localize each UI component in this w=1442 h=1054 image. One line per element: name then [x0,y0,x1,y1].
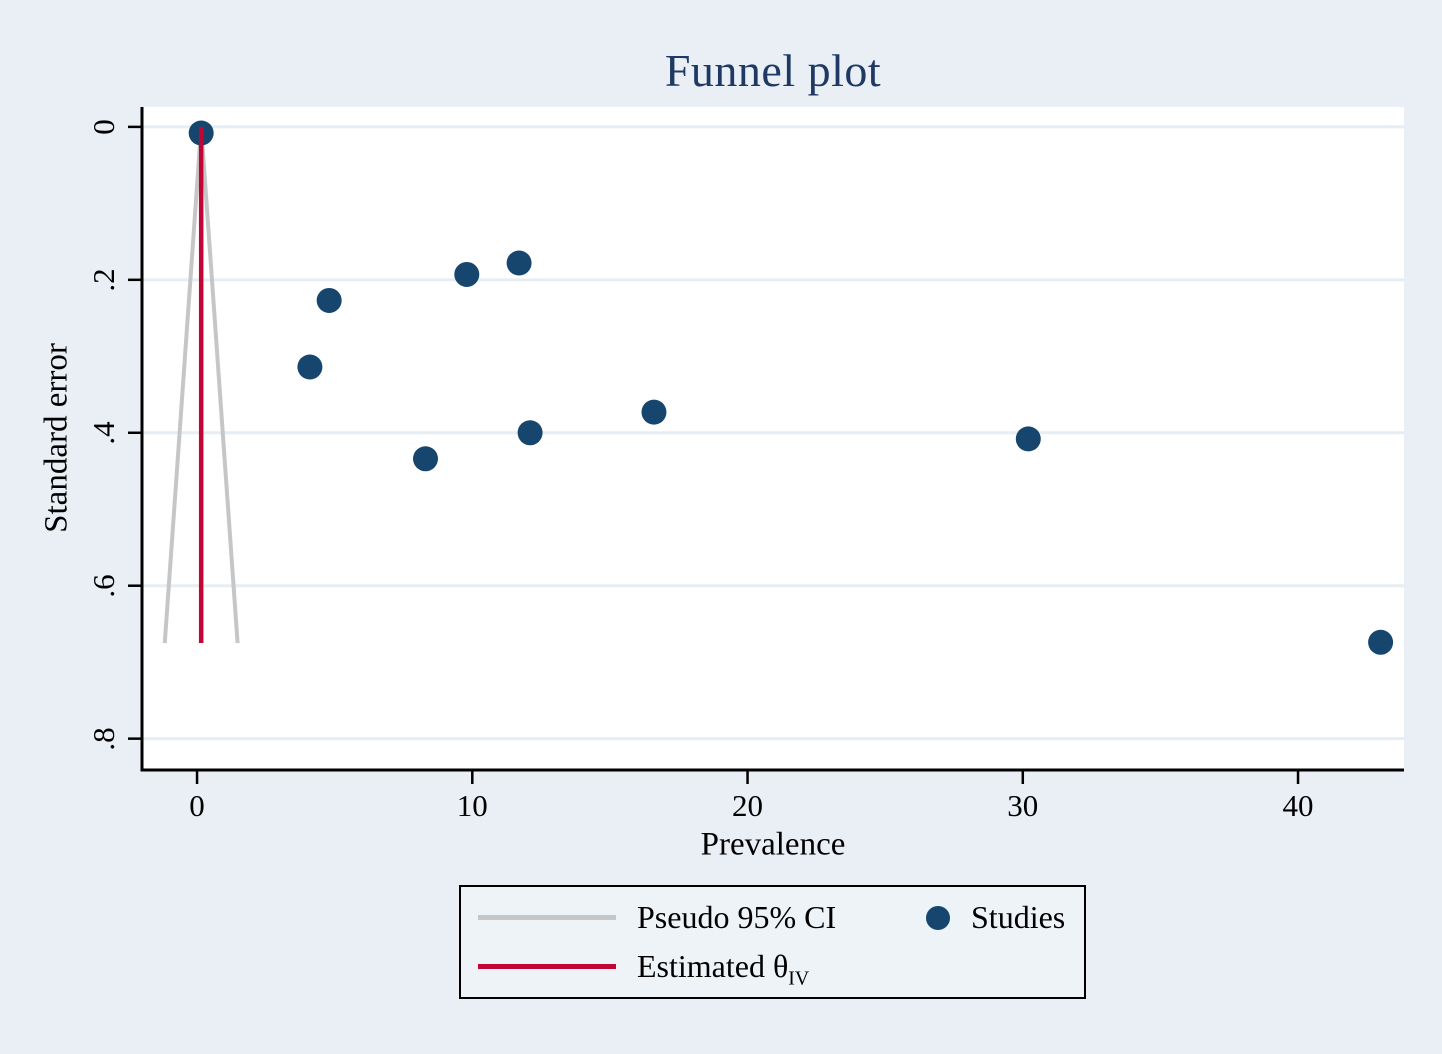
y-tick-label: .4 [86,421,121,445]
x-axis-title: Prevalence [700,826,846,863]
y-tick-label: 0 [86,119,121,135]
study-dot [506,250,532,276]
legend-label-pseudo-ci: Pseudo 95% CI [637,899,837,935]
plot-background [142,107,1404,770]
y-axis-title: Standard error [38,343,75,533]
study-dot [641,399,667,425]
legend-label-estimated-theta: Estimated θIV [637,948,810,990]
x-tick-label: 40 [1282,788,1314,823]
legend-item-pseudo-ci: Pseudo 95% CI [478,899,926,936]
x-tick-label: 10 [456,788,488,823]
y-tick-label: .6 [86,574,121,598]
y-tick-label: .8 [86,727,121,751]
legend-item-estimated-theta: Estimated θIV [478,948,926,990]
legend: Pseudo 95% CI Studies Estimated θIV [459,885,1086,999]
study-dot [1015,426,1041,452]
pseudo-ci-line-swatch-icon [478,915,616,920]
x-tick-label: 0 [189,788,205,823]
studies-dot-swatch-icon [926,905,950,930]
legend-item-studies: Studies [926,899,1084,936]
study-dot [413,446,439,472]
study-dot [517,420,543,446]
chart-title: Funnel plot [664,45,882,96]
funnel-line-left [162,126,204,644]
study-dot [297,354,323,380]
x-tick-label: 30 [1007,788,1039,823]
x-tick-label: 20 [732,788,764,823]
legend-label-studies: Studies [971,899,1066,935]
funnel-line-right [199,126,240,644]
study-dot [316,287,342,313]
estimate-line-swatch-icon [478,964,616,969]
y-tick-label: .2 [86,268,121,292]
study-dot [1368,629,1394,655]
study-dot [454,261,480,287]
